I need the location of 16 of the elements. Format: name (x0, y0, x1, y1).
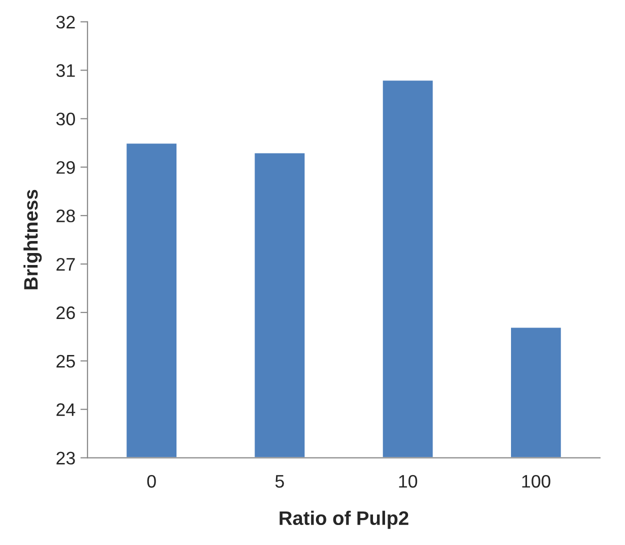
y-axis-title: Brightness (24, 190, 42, 290)
y-tick-label: 32 (56, 16, 75, 29)
y-tick-label: 24 (56, 403, 76, 416)
y-tick-label: 28 (56, 210, 75, 222)
x-tick-label: 10 (399, 474, 418, 488)
y-tick-label: 30 (56, 112, 75, 126)
y-tick-label: 27 (56, 258, 75, 271)
x-axis-title: Ratio of Pulp2 (280, 510, 408, 529)
x-tick-label: 100 (522, 474, 550, 488)
y-tick-label: 23 (56, 452, 75, 465)
y-tick-label: 25 (56, 354, 75, 368)
y-tick-label: 26 (56, 306, 75, 320)
x-tick-label: 0 (147, 474, 156, 488)
y-tick-label: 29 (56, 161, 75, 174)
x-tick-label: 5 (275, 475, 284, 488)
y-tick-label: 31 (56, 64, 75, 77)
